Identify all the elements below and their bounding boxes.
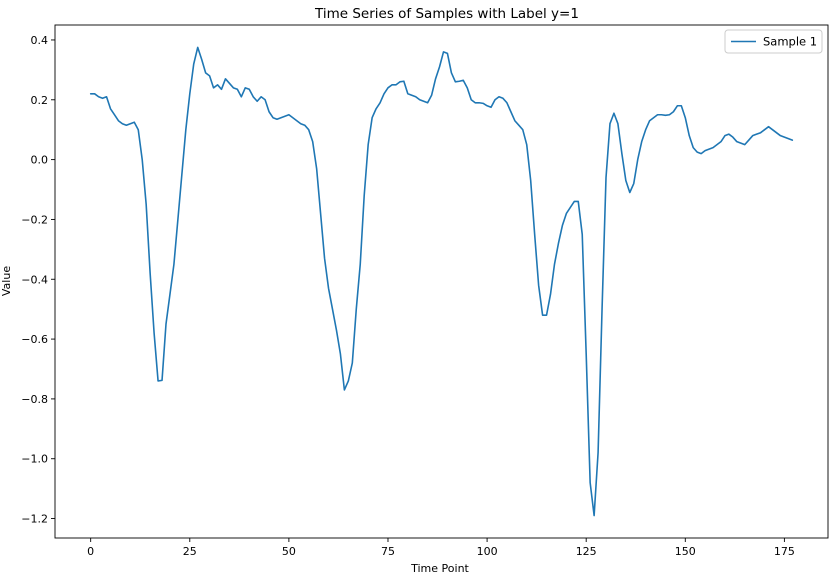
y-axis: 0.4 0.2 0.0 −0.2 −0.4 −0.6 −0.8 −1.0 −1.2 (21, 34, 55, 526)
y-tick-label: −0.2 (21, 213, 48, 226)
x-axis: 0 25 50 75 100 125 150 175 (87, 538, 795, 558)
y-tick-label: −1.2 (21, 513, 48, 526)
x-tick-label: 150 (675, 545, 696, 558)
chart-title: Time Series of Samples with Label y=1 (314, 6, 579, 22)
x-tick-label: 175 (774, 545, 795, 558)
x-tick-label: 0 (87, 545, 94, 558)
legend-label-sample-1: Sample 1 (763, 35, 817, 49)
series-line-sample-1 (89, 46, 794, 517)
legend: Sample 1 (724, 29, 823, 54)
y-tick-label: −0.4 (21, 273, 48, 286)
y-tick-label: −0.6 (21, 333, 48, 346)
x-tick-label: 50 (282, 545, 296, 558)
plot-frame (54, 24, 829, 539)
y-tick-label: 0.0 (31, 154, 49, 167)
x-tick-label: 25 (183, 545, 197, 558)
series-layer (89, 46, 794, 517)
x-tick-label: 75 (381, 545, 395, 558)
y-tick-label: 0.2 (31, 94, 49, 107)
y-tick-label: 0.4 (31, 34, 49, 47)
plot-area (54, 24, 829, 539)
legend-frame (724, 29, 823, 54)
y-tick-label: −0.8 (21, 393, 48, 406)
x-axis-title: Time Point (410, 562, 469, 575)
y-axis-title: Value (0, 266, 13, 296)
y-tick-label: −1.0 (21, 453, 48, 466)
x-tick-label: 125 (576, 545, 597, 558)
x-tick-label: 100 (477, 545, 498, 558)
